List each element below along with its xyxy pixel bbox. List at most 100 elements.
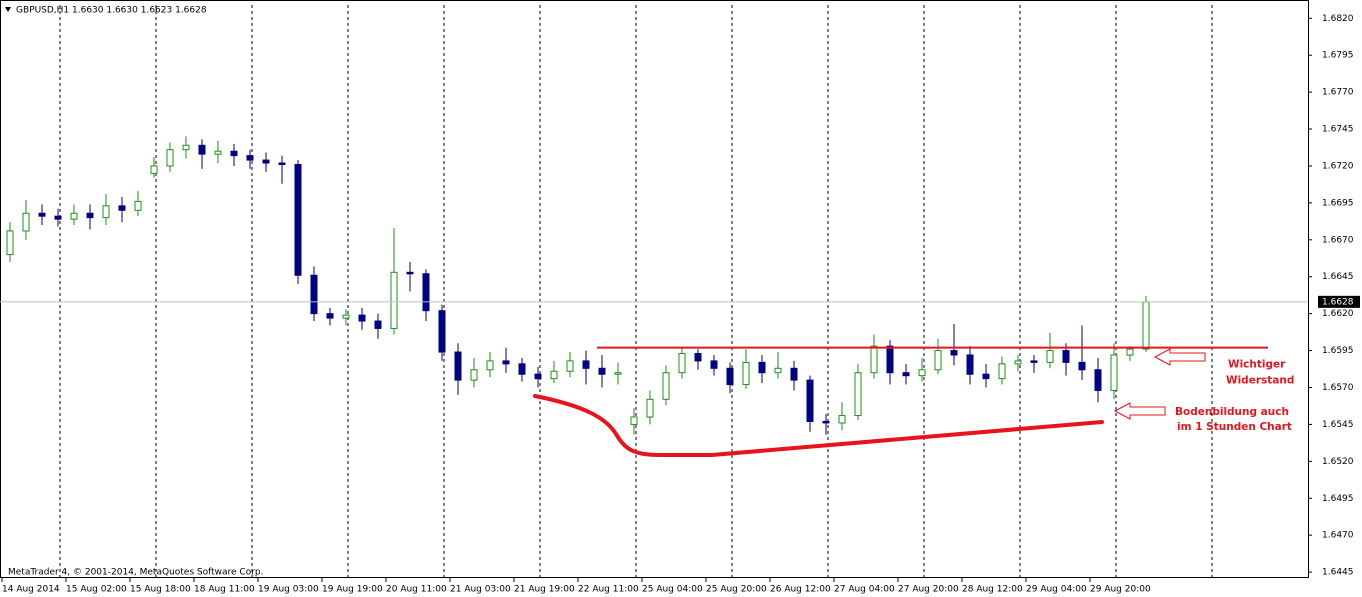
candle-body — [902, 372, 910, 377]
candle-body — [774, 367, 782, 374]
candle-body — [662, 372, 670, 400]
candle-body — [54, 215, 62, 220]
candle-body — [230, 150, 238, 157]
candle-body — [678, 353, 686, 374]
candle-body — [1142, 301, 1150, 350]
x-tick-label: 27 Aug 20:00 — [898, 585, 959, 595]
candle-body — [758, 361, 766, 374]
candle-body — [854, 372, 862, 417]
annotation: Widerstand — [1226, 375, 1294, 387]
candle-body — [582, 360, 590, 369]
current-price-label: 1.6628 — [1322, 297, 1354, 307]
candle-body — [1110, 354, 1118, 391]
candle-body — [150, 165, 158, 174]
x-tick-label: 18 Aug 11:00 — [194, 585, 255, 595]
annotation: Bodenbildung auch — [1175, 406, 1289, 418]
candle-body — [342, 314, 350, 319]
candle-body — [278, 162, 286, 165]
candle-body — [390, 271, 398, 329]
y-tick-label: 1.6545 — [1322, 420, 1354, 430]
candle-body — [726, 367, 734, 386]
menu-icon — [5, 7, 11, 12]
candle-body — [38, 212, 46, 217]
y-tick-label: 1.6620 — [1322, 309, 1354, 319]
candle-body — [1046, 350, 1054, 363]
candle-body — [534, 373, 542, 380]
footer: MetaTrader 4, © 2001-2014, MetaQuotes So… — [8, 568, 264, 578]
arrow — [1153, 348, 1206, 366]
candle-body — [470, 369, 478, 381]
candle-body — [486, 360, 494, 371]
candle-body — [182, 144, 190, 151]
candle-body — [422, 273, 430, 312]
y-tick-label: 1.6745 — [1322, 125, 1354, 135]
candle-body — [1030, 360, 1038, 363]
candle-body — [614, 372, 622, 375]
x-tick-label: 21 Aug 19:00 — [514, 585, 575, 595]
y-tick-label: 1.6445 — [1322, 568, 1354, 578]
y-tick-label: 1.6520 — [1322, 457, 1354, 467]
candle-body — [374, 320, 382, 329]
candle-body — [438, 310, 446, 353]
candle-body — [566, 360, 574, 372]
candle-body — [22, 212, 30, 232]
candle-body — [198, 144, 206, 155]
y-tick-label: 1.6570 — [1322, 383, 1354, 393]
y-tick-label: 1.6595 — [1322, 346, 1354, 356]
candle-body — [502, 360, 510, 365]
candle-body — [406, 271, 414, 275]
candle-body — [1094, 369, 1102, 391]
annotation: im 1 Stunden Chart — [1177, 421, 1292, 433]
x-tick-label: 26 Aug 12:00 — [770, 585, 831, 595]
candle-body — [742, 361, 750, 386]
candle-body — [118, 205, 126, 211]
candle-body — [982, 373, 990, 380]
x-tick-label: 15 Aug 18:00 — [130, 585, 191, 595]
candle-body — [630, 416, 638, 425]
candle-body — [310, 274, 318, 315]
x-tick-label: 22 Aug 11:00 — [578, 585, 639, 595]
x-tick-label: 28 Aug 12:00 — [962, 585, 1023, 595]
candles — [6, 136, 1150, 435]
candle-body — [646, 398, 654, 418]
x-tick-label: 14 Aug 2014 — [2, 585, 60, 595]
x-tick-label: 27 Aug 04:00 — [834, 585, 895, 595]
y-tick-label: 1.6670 — [1322, 235, 1354, 245]
candle-body — [870, 345, 878, 374]
y-tick-label: 1.6645 — [1322, 272, 1354, 282]
y-tick-label: 1.6495 — [1322, 494, 1354, 504]
candle-body — [1126, 348, 1134, 356]
candle-body — [806, 379, 814, 422]
candle-body — [966, 354, 974, 375]
y-tick-label: 1.6695 — [1322, 198, 1354, 208]
x-tick-label: 15 Aug 02:00 — [66, 585, 127, 595]
bottom-curve — [533, 394, 1104, 457]
current-price-box — [1318, 295, 1360, 308]
candle-body — [822, 420, 830, 424]
y-tick-label: 1.6720 — [1322, 161, 1354, 171]
candle-body — [246, 155, 254, 161]
y-tick-label: 1.6795 — [1322, 51, 1354, 61]
candle-body — [326, 313, 334, 319]
x-tick-label: 21 Aug 03:00 — [450, 585, 511, 595]
x-tick-label: 29 Aug 04:00 — [1026, 585, 1087, 595]
candle-body — [518, 363, 526, 375]
candle-body — [1062, 350, 1070, 363]
candle-body — [934, 350, 942, 371]
plot-frame — [0, 0, 1309, 578]
candle-body — [790, 367, 798, 381]
candle-body — [550, 370, 558, 380]
chart-title: GBPUSD,H1 1.6630 1.6630 1.6623 1.6628 — [16, 6, 207, 16]
candle-body — [214, 150, 222, 155]
candle-body — [70, 212, 78, 220]
candle-body — [358, 314, 366, 322]
candle-body — [694, 353, 702, 362]
annotation: Wichtiger — [1228, 359, 1286, 371]
candle-body — [950, 350, 958, 356]
candle-body — [134, 200, 142, 211]
candle-body — [102, 205, 110, 219]
candle-body — [886, 345, 894, 374]
